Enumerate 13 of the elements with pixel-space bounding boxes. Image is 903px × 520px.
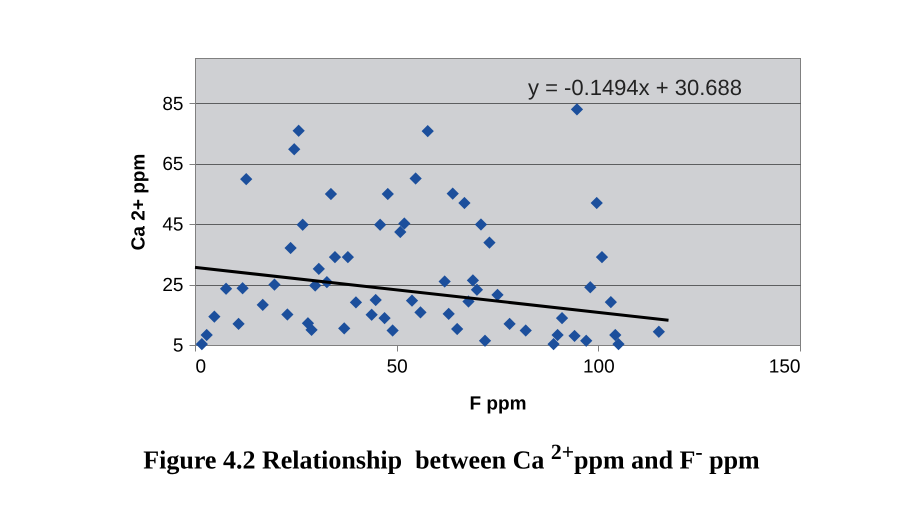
annotation: y = -0.1494x + 30.688 — [528, 75, 742, 100]
x-tick-label: 100 — [582, 356, 615, 378]
x-tick-label: 50 — [386, 356, 408, 378]
x-tick-label: 150 — [768, 356, 800, 378]
y-tick-label: 45 — [162, 214, 184, 236]
y-tick-label: 85 — [162, 94, 184, 115]
x-axis-title: F ppm — [470, 394, 526, 414]
y-tick-label: 25 — [162, 275, 184, 296]
y-tick-label: 5 — [172, 336, 184, 356]
x-tick-label: 0 — [196, 356, 206, 378]
y-tick-label: 65 — [162, 154, 184, 176]
y-axis-title: Ca 2+ ppm — [128, 154, 150, 250]
text: Figure 4.2 Relationship between Ca $^{2+}$ppm and F$^{-}$ ppm — [142, 440, 761, 476]
